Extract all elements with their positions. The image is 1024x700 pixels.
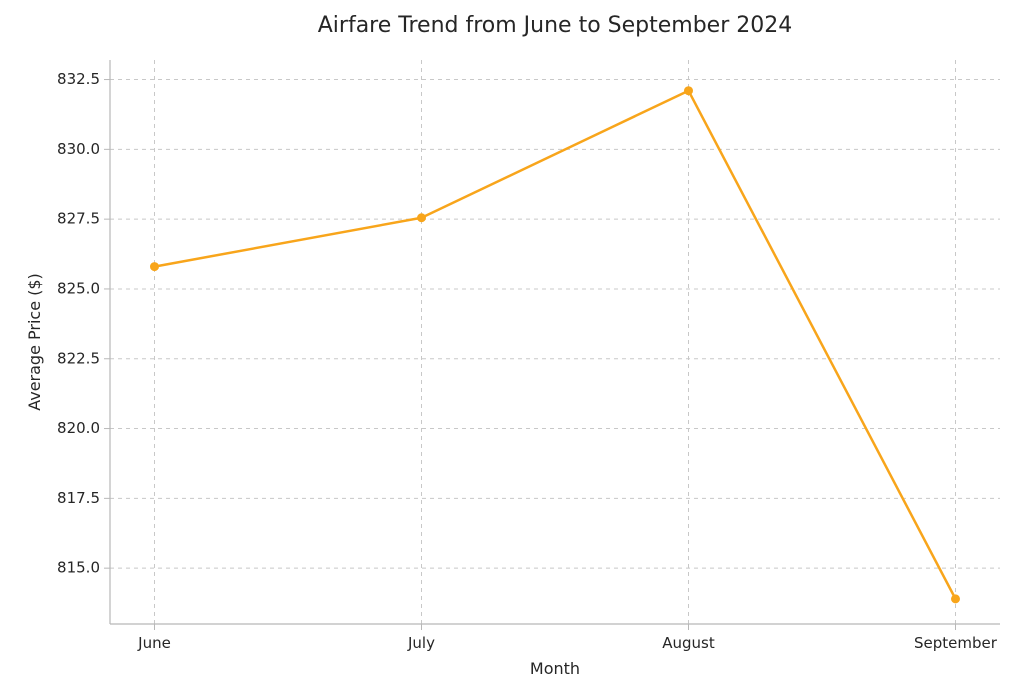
data-marker [685,87,693,95]
x-tick-label: July [407,634,435,652]
chart-title: Airfare Trend from June to September 202… [318,13,792,38]
y-tick-label: 827.5 [57,210,100,228]
y-tick-label: 822.5 [57,349,100,367]
data-marker [418,214,426,222]
x-tick-label: June [137,634,171,652]
y-tick-label: 830.0 [57,140,100,158]
y-tick-label: 820.0 [57,419,100,437]
y-tick-label: 815.0 [57,559,100,577]
data-marker [952,595,960,603]
data-line [155,91,956,599]
y-ticks: 815.0 817.5 820.0 822.5 825.0 827.5 830.0 832.5 [57,70,110,577]
x-axis-label: Month [530,659,580,678]
grid [110,60,1000,624]
y-tick-label: 832.5 [57,70,100,88]
data-marker [151,263,159,271]
data-markers [151,87,960,603]
x-tick-label: August [662,634,715,652]
y-tick-label: 825.0 [57,279,100,297]
y-axis-label: Average Price ($) [25,273,44,411]
x-ticks: June July August September [137,624,998,652]
y-tick-label: 817.5 [57,489,100,507]
airfare-trend-chart: 815.0 817.5 820.0 822.5 825.0 827.5 830.0 832.5… [0,0,1024,700]
x-tick-label: September [914,634,998,652]
